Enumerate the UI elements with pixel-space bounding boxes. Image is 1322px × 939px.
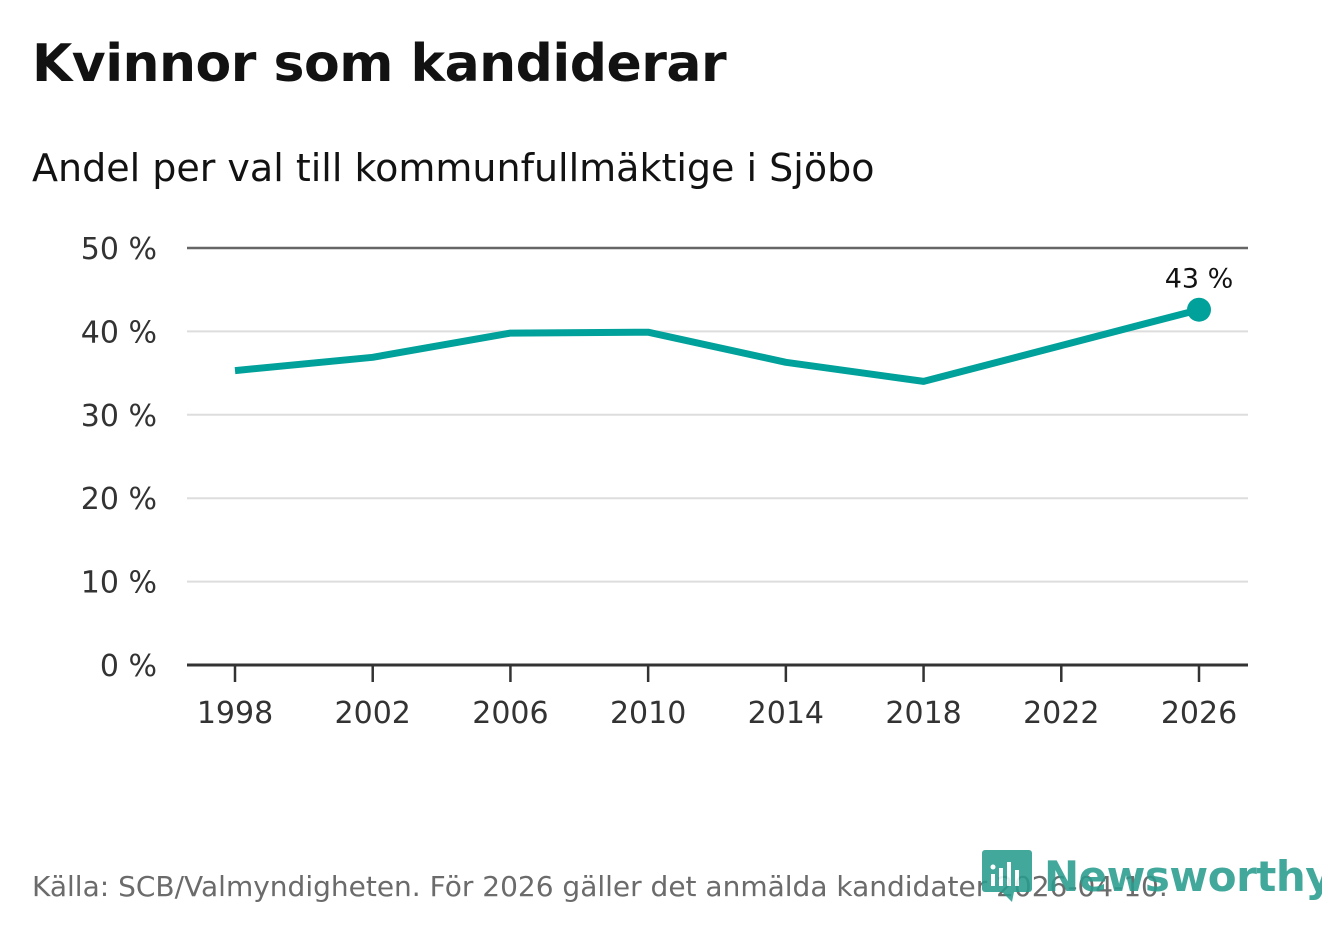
x-tick-label: 2002 xyxy=(335,696,411,731)
x-tick-label: 2018 xyxy=(885,696,961,731)
data-point-end xyxy=(1187,297,1211,322)
y-tick-label: 10 % xyxy=(81,566,157,601)
chart-subtitle: Andel per val till kommunfullmäktige i S… xyxy=(32,146,875,190)
source-note: Källa: SCB/Valmyndigheten. För 2026 gäll… xyxy=(32,870,1168,903)
y-tick-label: 50 % xyxy=(81,232,157,267)
labels: 0 % 10 % 20 % 30 % 40 % 50 % 1998 2002 2006 2010 2… xyxy=(81,232,1237,731)
chart-title: Kvinnor som kandiderar xyxy=(32,34,727,94)
x-tick-label: 2026 xyxy=(1161,696,1237,731)
series-line xyxy=(234,306,1200,385)
y-tick-label: 20 % xyxy=(81,482,157,517)
gridlines xyxy=(187,246,1248,583)
x-tick-label: 2010 xyxy=(610,696,686,731)
axes xyxy=(187,663,1248,682)
data-label: 43 % xyxy=(1165,264,1234,295)
y-tick-label: 0 % xyxy=(100,649,157,684)
series xyxy=(234,297,1211,385)
x-tick-label: 1998 xyxy=(197,696,273,731)
newsworthy-logo-icon xyxy=(982,850,1032,902)
x-tick-label: 2014 xyxy=(748,696,824,731)
newsworthy-logo: Newsworthy xyxy=(982,846,1322,906)
y-tick-label: 40 % xyxy=(81,315,157,350)
y-tick-label: 30 % xyxy=(81,399,157,434)
x-tick-label: 2006 xyxy=(472,696,548,731)
brand-name: Newsworthy xyxy=(1044,851,1322,901)
line-chart: 0 % 10 % 20 % 30 % 40 % 50 % 1998 2002 2006 2010 2… xyxy=(81,232,1248,731)
x-tick-label: 2022 xyxy=(1023,696,1099,731)
